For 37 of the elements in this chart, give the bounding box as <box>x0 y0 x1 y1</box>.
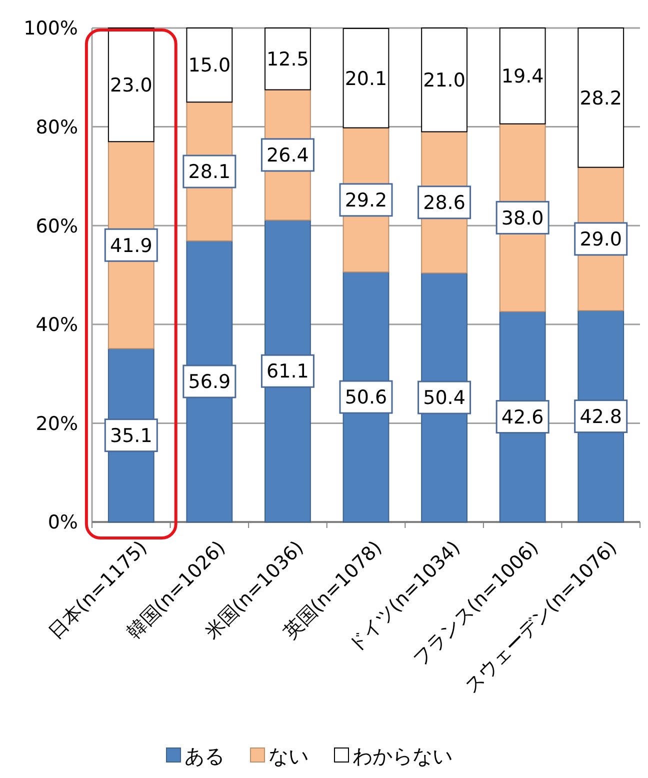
y-tick-label: 20% <box>36 412 78 435</box>
bar <box>108 28 154 142</box>
data-label: 15.0 <box>188 54 231 77</box>
data-label: 29.0 <box>580 228 622 251</box>
data-label: 61.1 <box>266 360 309 383</box>
data-label: 21.0 <box>423 70 466 92</box>
y-tick-label: 80% <box>36 116 78 138</box>
data-label: 28.1 <box>188 161 231 184</box>
data-label: 56.9 <box>188 371 231 394</box>
y-tick-label: 100% <box>24 18 78 40</box>
data-label: 28.6 <box>423 192 466 214</box>
data-label: 12.5 <box>266 48 309 71</box>
data-label: 41.9 <box>110 234 152 257</box>
data-label: 26.4 <box>266 144 309 167</box>
data-label: 19.4 <box>501 66 544 88</box>
data-label: 50.6 <box>344 386 388 409</box>
bar <box>264 28 311 90</box>
legend-label: ある <box>184 744 224 768</box>
bar <box>499 28 546 124</box>
y-tick-label: 60% <box>36 215 78 238</box>
data-label: 35.1 <box>110 424 152 447</box>
data-label: 29.2 <box>344 190 388 212</box>
data-label: 23.0 <box>110 74 152 96</box>
bar <box>342 28 390 128</box>
bar <box>186 28 233 103</box>
data-label: 42.8 <box>580 406 622 428</box>
data-label: 50.4 <box>423 387 466 410</box>
data-label: 42.6 <box>501 406 544 428</box>
y-tick-label: 0% <box>48 512 78 534</box>
bar <box>578 28 624 168</box>
legend-label: わからない <box>352 744 452 768</box>
legend-label: ない <box>268 744 308 768</box>
y-tick-label: 40% <box>36 314 78 336</box>
data-label: 20.1 <box>344 68 388 90</box>
data-label: 28.2 <box>580 87 622 110</box>
data-label: 38.0 <box>501 207 544 230</box>
bar <box>421 28 468 132</box>
